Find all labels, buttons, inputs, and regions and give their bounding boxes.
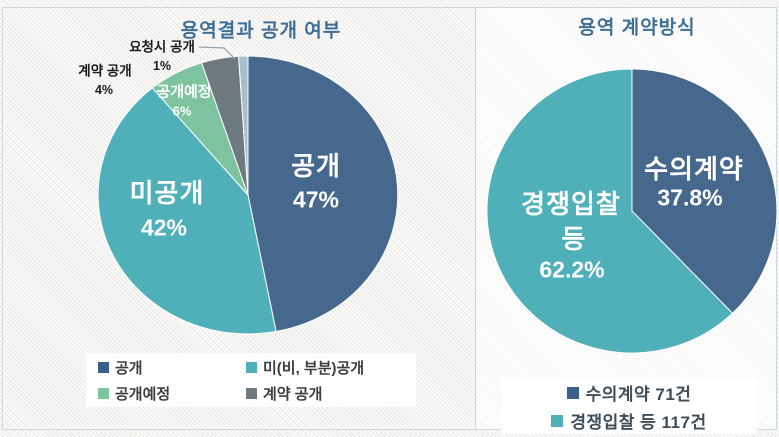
slice-value-private: 37.8%: [657, 184, 723, 211]
slice-value-open: 47%: [292, 186, 340, 213]
right-chart-legend: 수의계약 71건 경쟁입찰 등 117건: [501, 379, 757, 434]
right-pie-chart: [486, 68, 778, 354]
slice-label-contract: 계약 공개: [78, 63, 132, 79]
legend-label-contract: 계약 공개: [263, 385, 323, 403]
pie-slice-competitive-bid: [486, 68, 733, 354]
pie-slice-not-open: [97, 87, 277, 335]
pie-slice-private-contract: [631, 68, 778, 314]
panel-frame: 용역결과 공개 여부 공개 47% 미공개 42% 공개예정 6% 계약 공개 …: [2, 7, 778, 434]
slice-value-not-open: 42%: [140, 214, 188, 241]
legend-item-not-open: 미(비, 부분)공개: [246, 357, 416, 378]
slice-label-not-open: 미공개: [129, 178, 205, 208]
pie-slice-open: [247, 55, 399, 332]
legend-swatch-planned-icon: [98, 387, 109, 399]
legend-item-planned: 공개예정: [98, 383, 246, 404]
slice-label-private: 수의계약: [644, 154, 744, 184]
left-chart-title: 용역결과 공개 여부: [180, 20, 342, 42]
legend-swatch-private-icon: [566, 386, 579, 399]
left-chart-panel: 용역결과 공개 여부 공개 47% 미공개 42% 공개예정 6% 계약 공개 …: [3, 8, 475, 429]
slice-label-planned: 공개예정: [156, 83, 212, 101]
legend-label-not-open: 미(비, 부분)공개: [263, 359, 365, 377]
slice-value-bid: 62.2%: [539, 256, 605, 283]
right-chart-panel: 용역 계약방식 수의계약 37.8% 경쟁입찰 등 62.2% 수의계약 71건: [475, 8, 778, 434]
legend-swatch-not-open-icon: [246, 361, 257, 373]
legend-label-private: 수의계약 71건: [585, 385, 692, 404]
pie-slice-on-request: [238, 55, 249, 196]
legend-item-contract: 계약 공개: [246, 383, 416, 404]
legend-swatch-bid-icon: [551, 414, 564, 427]
legend-label-bid: 경쟁입찰 등 117건: [570, 413, 707, 432]
slice-label-open: 공개: [291, 151, 341, 181]
slice-label-bid-line2: 등: [561, 224, 587, 254]
legend-label-planned: 공개예정: [115, 385, 171, 403]
slice-value-on-request: 1%: [152, 58, 172, 73]
legend-swatch-contract-icon: [246, 387, 257, 399]
leader-line-on-request: [198, 46, 236, 60]
slice-label-on-request: 요청시 공개: [129, 39, 195, 55]
legend-label-open: 공개: [115, 359, 143, 377]
legend-swatch-open-icon: [98, 361, 109, 373]
right-chart-title: 용역 계약방식: [578, 17, 696, 39]
legend-item-bid: 경쟁입찰 등 117건: [551, 408, 706, 433]
left-pie-chart: [97, 46, 399, 335]
left-chart-legend: 공개 미(비, 부분)공개 공개예정 계약 공개: [86, 353, 416, 407]
slice-label-bid-line1: 경쟁입찰: [521, 189, 621, 219]
slice-value-contract: 4%: [94, 82, 114, 97]
slice-value-planned: 6%: [172, 103, 192, 119]
legend-item-open: 공개: [98, 357, 246, 378]
legend-item-private: 수의계약 71건: [566, 380, 692, 405]
